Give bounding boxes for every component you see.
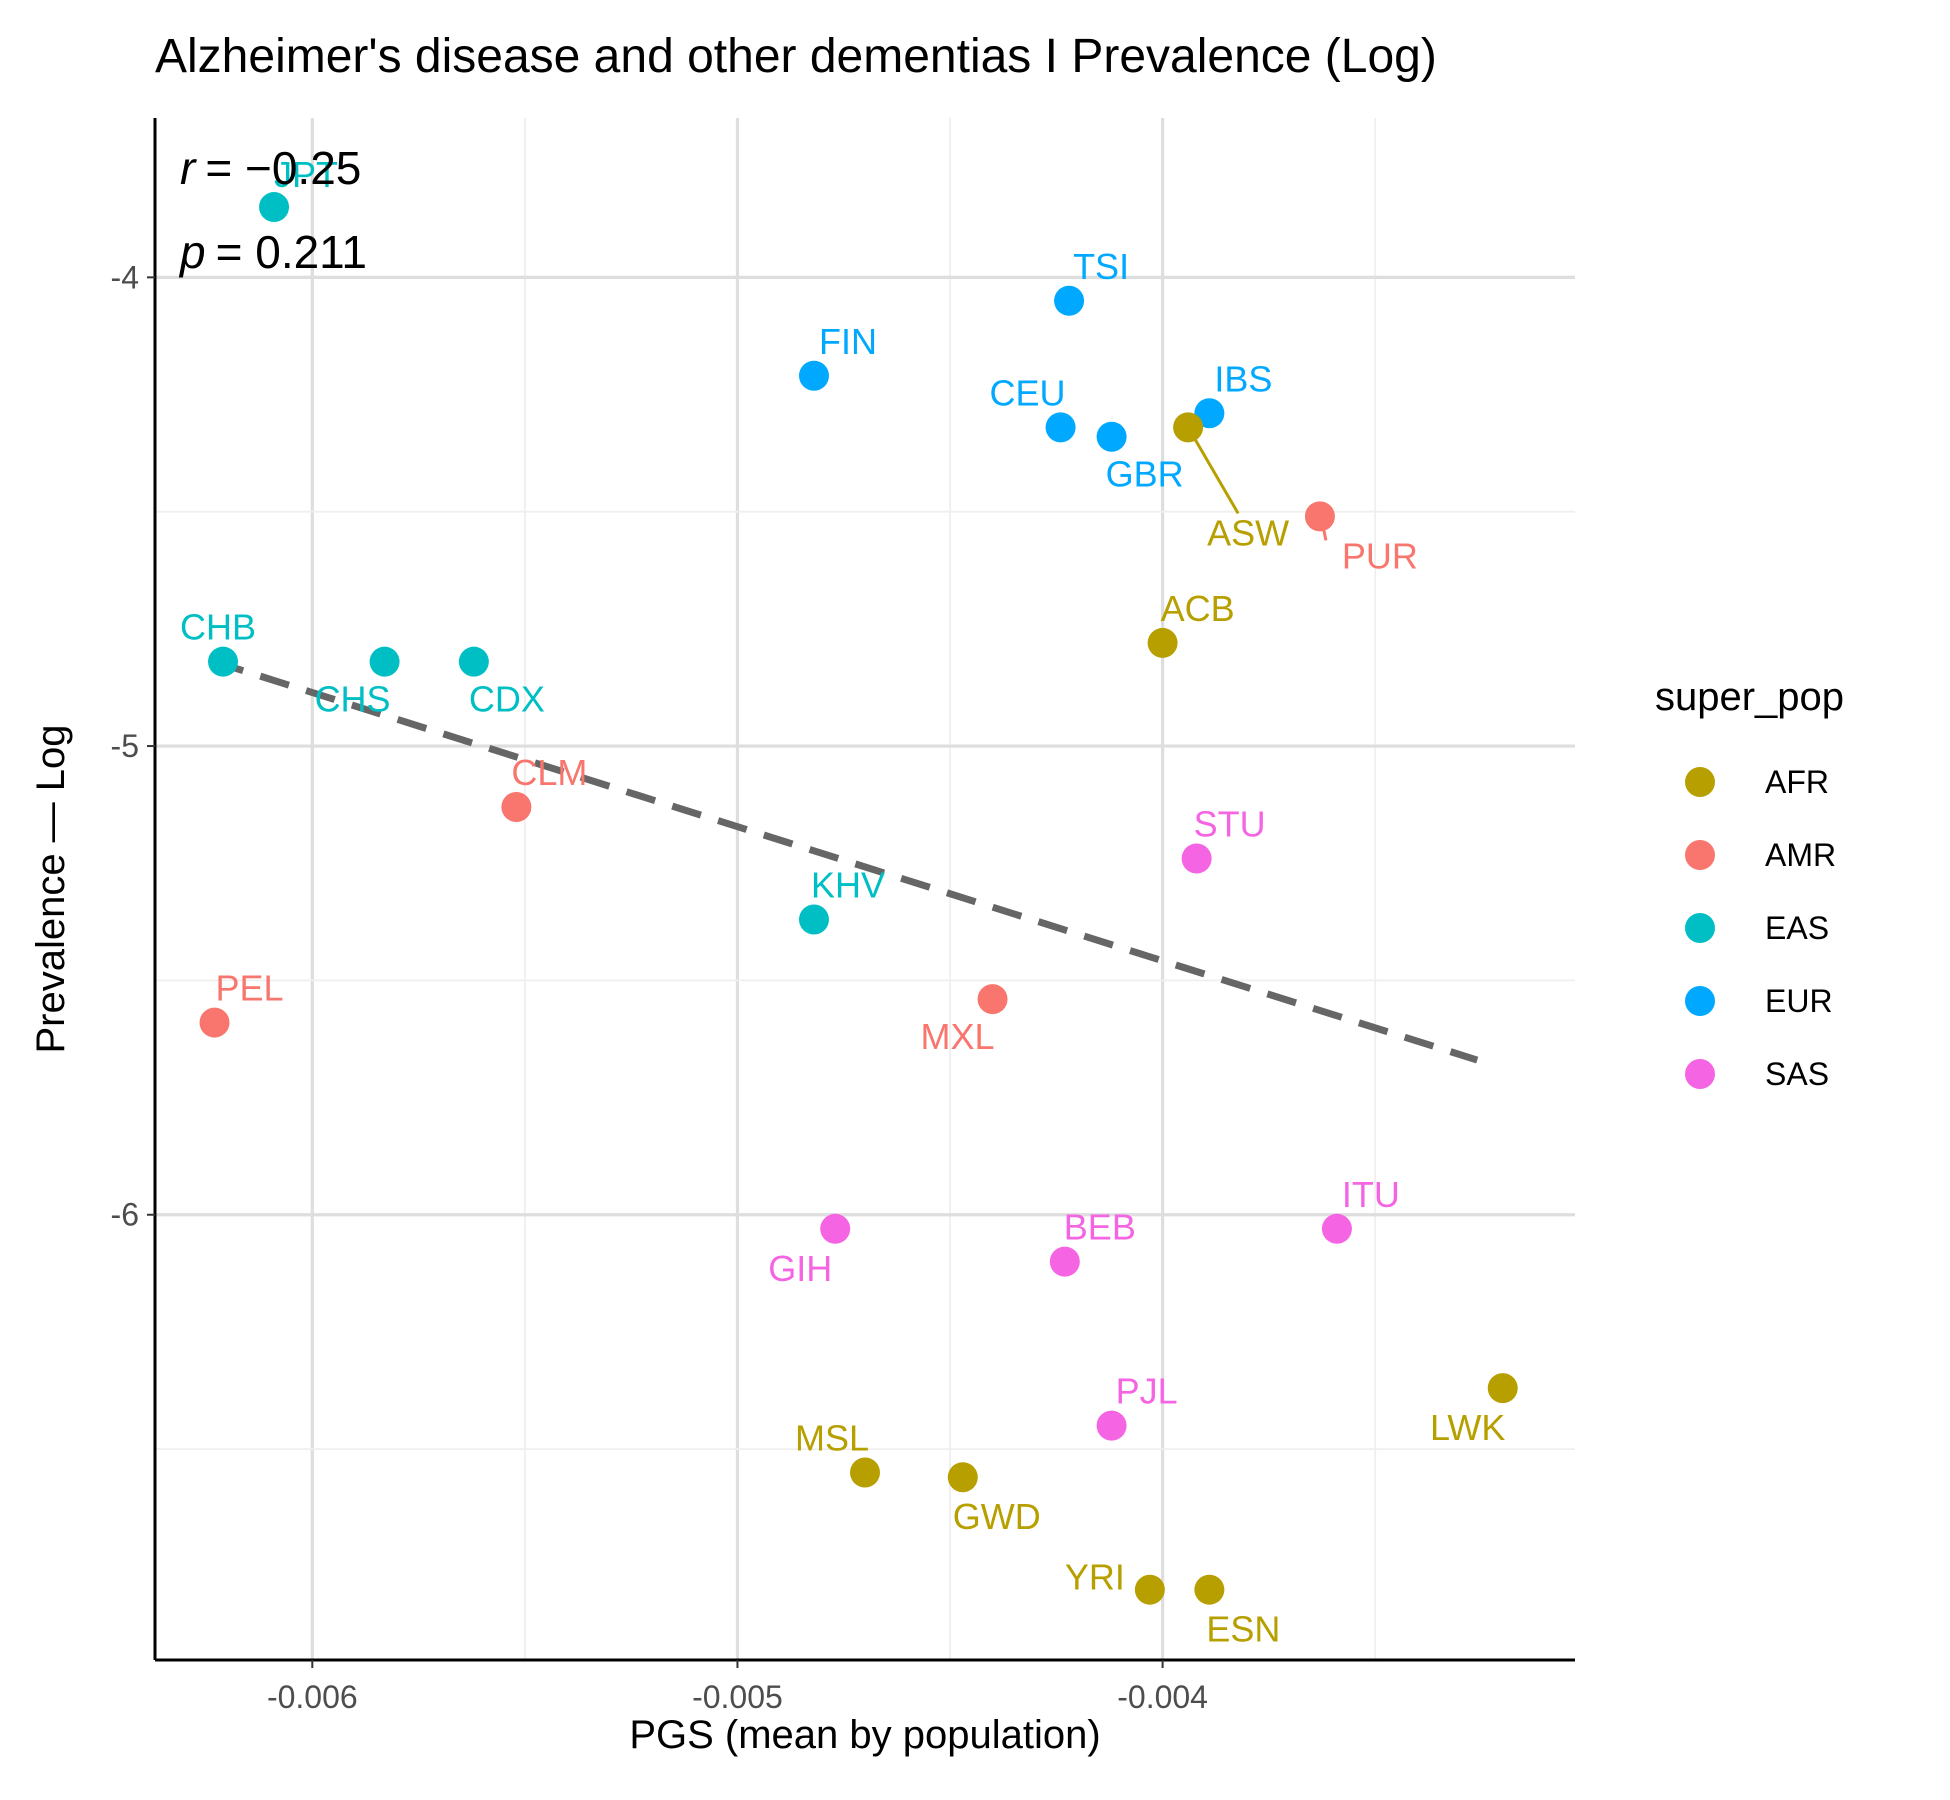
y-tick-label: -6: [111, 1197, 139, 1233]
legend-label: EAS: [1765, 910, 1829, 946]
data-point: [947, 1462, 978, 1493]
chart-title: Alzheimer's disease and other dementias …: [155, 30, 1437, 83]
data-point: [1096, 1410, 1127, 1441]
data-point: [977, 984, 1008, 1015]
data-point: [259, 192, 290, 223]
point-label: YRI: [1065, 1557, 1125, 1598]
x-tick-label: -0.006: [267, 1679, 358, 1715]
y-axis-title: Prevalence — Log: [29, 724, 73, 1053]
legend-label: AFR: [1765, 764, 1829, 800]
legend-title: super_pop: [1655, 675, 1844, 719]
stat-p-label: p: [178, 226, 206, 278]
data-point: [1096, 421, 1127, 452]
stats-annotation: r = −0.25 p = 0.211: [178, 142, 367, 278]
data-point: [1194, 1574, 1225, 1605]
point-label: MSL: [795, 1418, 869, 1459]
data-point: [1049, 1246, 1080, 1277]
point-label: ITU: [1342, 1174, 1400, 1215]
data-point: [1304, 501, 1335, 532]
point-label: KHV: [811, 864, 885, 905]
point-label: CDX: [469, 679, 545, 720]
svg-text:p= 0.211: p = 0.211: [178, 226, 367, 278]
point-label: ACB: [1161, 588, 1235, 629]
legend-label: SAS: [1765, 1056, 1829, 1092]
data-point: [458, 646, 489, 677]
point-label: PUR: [1342, 535, 1418, 576]
point-label: MXL: [921, 1016, 995, 1057]
data-point: [1054, 285, 1085, 316]
x-tick-label: -0.004: [1117, 1679, 1208, 1715]
data-point: [208, 646, 239, 677]
point-label: TSI: [1073, 246, 1129, 287]
data-point: [1321, 1213, 1352, 1244]
point-label: GBR: [1106, 454, 1184, 495]
data-point: [798, 360, 829, 391]
stat-p-value: = 0.211: [216, 226, 367, 278]
point-labels-layer: JPT TSI FIN IBS CEU GBR ASW PUR ACB CHB CHS CDX CLM S…: [180, 154, 1505, 1650]
data-point: [1181, 843, 1212, 874]
label-leader-line: [1322, 530, 1328, 541]
trend-layer: [213, 658, 1479, 1064]
stat-r-label: r: [180, 142, 197, 194]
point-label: CHS: [315, 679, 391, 720]
point-label: ESN: [1206, 1609, 1280, 1650]
data-point: [1487, 1373, 1518, 1404]
data-point: [798, 904, 829, 935]
point-label: FIN: [819, 321, 877, 362]
data-point: [369, 646, 400, 677]
y-tick-label: -4: [111, 259, 139, 295]
legend-key: [1685, 840, 1715, 870]
data-point: [820, 1213, 851, 1244]
legend-label: EUR: [1765, 983, 1833, 1019]
legend-key: [1685, 1059, 1715, 1089]
grid: [155, 118, 1575, 1660]
data-point: [850, 1457, 880, 1488]
point-label: CHB: [180, 607, 256, 648]
point-label: JPT: [274, 154, 338, 195]
legend: super_pop AFR AMR EAS EUR SAS: [1655, 675, 1844, 1092]
data-point: [199, 1007, 230, 1038]
data-point: [1173, 412, 1204, 443]
point-label: PJL: [1116, 1371, 1178, 1412]
legend-key: [1685, 767, 1715, 797]
data-point: [1194, 398, 1225, 429]
stat-r-value: = −0.25: [205, 142, 361, 194]
data-point: [1147, 627, 1178, 658]
legend-label: AMR: [1765, 837, 1836, 873]
point-label: CEU: [990, 372, 1066, 413]
point-label: PEL: [215, 968, 283, 1009]
point-label: GWD: [953, 1496, 1041, 1537]
point-label: CLM: [511, 752, 587, 793]
trend-line: [213, 658, 1479, 1064]
point-label: IBS: [1214, 358, 1272, 399]
point-label: GIH: [768, 1248, 832, 1289]
point-label: BEB: [1064, 1207, 1136, 1248]
point-label: LWK: [1430, 1407, 1505, 1448]
legend-key: [1685, 913, 1715, 943]
point-label: STU: [1194, 804, 1266, 845]
y-tick-label: -5: [111, 728, 139, 764]
label-leader-line: [1186, 426, 1240, 515]
data-point: [1045, 412, 1076, 443]
data-point: [1134, 1574, 1165, 1605]
point-label: ASW: [1207, 512, 1289, 553]
x-tick-label: -0.005: [692, 1679, 783, 1715]
x-axis-title: PGS (mean by population): [629, 1713, 1100, 1757]
points-layer: [199, 192, 1518, 1605]
legend-key: [1685, 986, 1715, 1016]
tick-labels: -0.006 -0.005 -0.004 -4 -5 -6: [111, 259, 1208, 1715]
data-point: [501, 791, 532, 822]
svg-text:r= −0.25: r = −0.25: [180, 142, 361, 194]
